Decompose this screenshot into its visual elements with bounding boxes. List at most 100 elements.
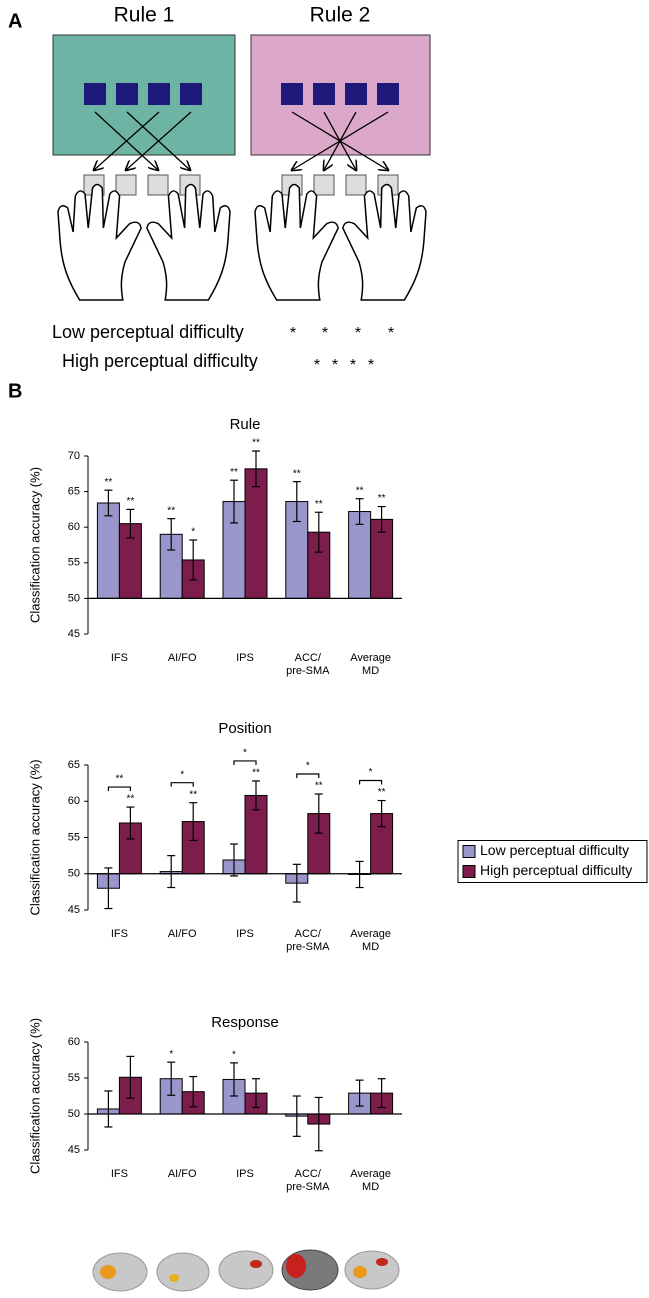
error-bar [167,1061,176,1096]
error-bar [252,1078,260,1109]
mapping-arrow [94,111,160,170]
x-tick-label: AI/FO [168,1168,197,1180]
error-bar [230,1062,238,1097]
y-tick-label: 65 [68,486,80,498]
stimulus-square [116,83,138,105]
y-tick-label: 70 [68,450,80,462]
y-tick-label: 45 [68,1144,80,1156]
error-bar [104,1090,113,1128]
error-bar [377,1078,386,1109]
error-bar [292,863,301,903]
error-bar [252,450,260,488]
error-bar [189,802,198,842]
stimulus-square [377,83,399,105]
y-tick-label: 60 [68,521,80,533]
difficulty-marker: * [388,325,394,342]
x-tick-label: ACC/ [295,652,322,664]
stimulus-square [313,83,335,105]
significance-label: * [191,527,195,538]
y-axis-label: Classification accuracy (%) [27,467,42,623]
region [376,1258,388,1266]
hand [254,183,339,301]
bar [96,502,120,599]
condition-label: High perceptual difficulty [62,351,258,371]
rule-screen [250,34,431,156]
x-tick-label: ACC/ [295,1168,322,1180]
region [250,1260,262,1268]
chart-title: Position [218,720,271,737]
error-bar [314,1096,323,1152]
significance-label: ** [252,438,260,449]
stimulus-square [345,83,367,105]
y-tick-label: 50 [68,592,80,604]
panel-label: B [8,380,22,402]
legend-swatch [462,845,476,858]
significance-label: ** [356,485,364,496]
significance-label: ** [230,467,238,478]
x-tick-label: Average [350,928,391,940]
stimulus-square [180,83,202,105]
error-bar [377,505,386,533]
comparison-bracket [359,779,383,785]
chart-title: Rule [230,416,261,433]
error-bar [189,539,198,581]
y-tick-label: 45 [68,904,80,916]
comparison-label: * [180,769,184,780]
x-tick-label: pre-SMA [286,941,330,953]
error-bar [292,1095,301,1137]
stimulus-square [84,83,106,105]
significance-label: ** [167,505,175,516]
x-tick-label: IPS [236,928,254,940]
y-tick-label: 65 [68,759,80,771]
y-axis-label: Classification accuracy (%) [27,1018,42,1174]
region [286,1254,306,1278]
comparison-bracket [296,773,320,778]
error-bar [314,511,323,553]
error-bar [167,518,176,551]
region [169,1274,179,1282]
difficulty-marker: * [332,357,338,374]
brain-images [92,1249,400,1292]
significance-label: * [169,1049,173,1060]
diagram [57,83,427,301]
legend-label: Low perceptual difficulty [480,842,629,858]
comparison-label: * [306,761,310,772]
error-bar [126,806,135,840]
comparison-label: * [243,748,247,759]
response-button [147,174,169,196]
error-bar [104,489,113,517]
x-tick-label: pre-SMA [286,665,330,677]
x-tick-label: Average [350,1168,391,1180]
error-bar [355,860,364,889]
x-tick-label: IFS [111,652,128,664]
difficulty-marker: * [368,357,374,374]
significance-label: ** [315,781,323,792]
mapping-arrow [126,111,192,170]
y-tick-label: 60 [68,795,80,807]
error-bar [355,498,364,525]
significance-label: ** [105,477,113,488]
y-tick-label: 55 [68,557,80,569]
error-bar [252,780,260,811]
difficulty-marker: * [314,357,320,374]
error-bar [104,867,113,910]
panel-label: A [8,10,22,32]
significance-label: * [232,1050,236,1061]
response-button [313,174,335,196]
region [353,1266,367,1278]
comparison-bracket [233,760,257,765]
significance-label: ** [127,496,135,507]
response-button [115,174,137,196]
error-bar [126,508,135,539]
y-tick-label: 55 [68,831,80,843]
bar [244,468,268,599]
brain [218,1250,274,1290]
stimulus-square [281,83,303,105]
hand [342,183,427,301]
rule-title: Rule 2 [310,4,371,27]
error-bar [292,481,301,523]
hand [57,183,142,301]
chart-title: Response [211,1014,279,1031]
difficulty-marker: * [355,325,361,342]
